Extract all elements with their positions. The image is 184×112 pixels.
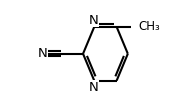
Text: N: N bbox=[89, 14, 99, 27]
Text: N: N bbox=[89, 81, 99, 94]
Text: CH₃: CH₃ bbox=[139, 20, 160, 33]
Text: N: N bbox=[37, 47, 47, 60]
